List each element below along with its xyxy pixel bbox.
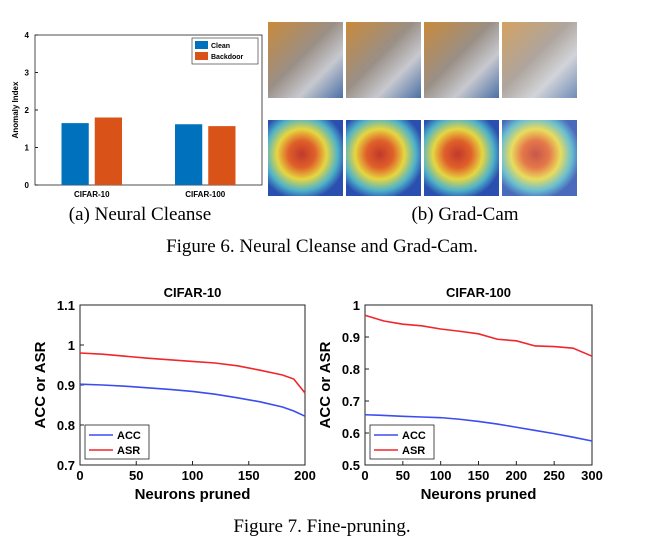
bar bbox=[61, 123, 89, 185]
grad-cam-image bbox=[268, 120, 343, 196]
subcaption: (a) Neural Cleanse bbox=[69, 204, 211, 225]
chart-title: CIFAR-10 bbox=[164, 285, 222, 300]
line-series bbox=[364, 413, 593, 442]
x-tick-label: 150 bbox=[238, 468, 260, 483]
grad-cam-images bbox=[268, 22, 577, 196]
x-tick-label: 250 bbox=[543, 468, 565, 483]
grad-cam-image bbox=[424, 120, 499, 196]
y-tick-label: 0.8 bbox=[342, 362, 360, 377]
line-series bbox=[79, 352, 306, 394]
x-tick-label: 200 bbox=[294, 468, 316, 483]
y-tick-label: 4 bbox=[25, 31, 30, 40]
y-tick-label: 0.6 bbox=[342, 426, 360, 441]
line-series bbox=[79, 383, 306, 417]
y-tick-label: 1 bbox=[25, 144, 30, 153]
x-axis-label: Neurons pruned bbox=[135, 486, 251, 503]
x-tick-label: 50 bbox=[396, 468, 410, 483]
bar bbox=[208, 126, 236, 185]
legend-label: Clean bbox=[211, 43, 230, 50]
y-axis-label: Anomaly Index bbox=[11, 81, 20, 138]
grad-cam-image bbox=[424, 22, 499, 98]
y-tick-label: 0.9 bbox=[342, 330, 360, 345]
subcaption: (b) Grad-Cam bbox=[411, 204, 518, 225]
y-tick-label: 0.8 bbox=[57, 418, 75, 433]
x-tick-label: 100 bbox=[182, 468, 204, 483]
x-tick-label: 150 bbox=[468, 468, 490, 483]
grad-cam-image bbox=[268, 22, 343, 98]
legend-label: ACC bbox=[402, 430, 426, 442]
figure-caption: Figure 6. Neural Cleanse and Grad-Cam. bbox=[166, 236, 478, 257]
grad-cam-image bbox=[346, 22, 421, 98]
legend bbox=[84, 424, 150, 460]
y-tick-label: 0.7 bbox=[342, 394, 360, 409]
y-axis-label: ACC or ASR bbox=[317, 341, 334, 428]
chart-title: CIFAR-100 bbox=[446, 285, 511, 300]
y-tick-label: 1.1 bbox=[57, 298, 75, 313]
bar bbox=[175, 124, 203, 185]
legend-label: ACC bbox=[117, 430, 141, 442]
grad-cam-image bbox=[502, 22, 577, 98]
y-axis-label: ACC or ASR bbox=[32, 341, 49, 428]
x-tick-label: 300 bbox=[581, 468, 603, 483]
x-tick-label: 200 bbox=[505, 468, 527, 483]
x-tick-label: 100 bbox=[430, 468, 452, 483]
legend-swatch bbox=[195, 41, 208, 49]
grad-cam-image bbox=[346, 120, 421, 196]
y-tick-label: 0.7 bbox=[57, 458, 75, 473]
line-series bbox=[364, 314, 593, 357]
legend-swatch bbox=[195, 52, 208, 60]
y-tick-label: 0.9 bbox=[57, 378, 75, 393]
legend-label: Backdoor bbox=[211, 54, 244, 61]
legend bbox=[369, 424, 435, 460]
legend-label: ASR bbox=[402, 445, 425, 457]
grad-cam-image bbox=[502, 120, 577, 196]
x-tick-label: 0 bbox=[361, 468, 368, 483]
x-tick-label: CIFAR-10 bbox=[74, 190, 110, 199]
figure-caption: Figure 7. Fine-pruning. bbox=[233, 516, 410, 537]
y-tick-label: 1 bbox=[353, 298, 360, 313]
y-tick-label: 0 bbox=[25, 181, 30, 190]
x-tick-label: CIFAR-100 bbox=[185, 190, 226, 199]
x-axis-label: Neurons pruned bbox=[421, 486, 537, 503]
y-tick-label: 2 bbox=[25, 106, 30, 115]
y-tick-label: 0.5 bbox=[342, 458, 360, 473]
x-tick-label: 50 bbox=[129, 468, 143, 483]
legend-label: ASR bbox=[117, 445, 140, 457]
x-tick-label: 0 bbox=[76, 468, 83, 483]
y-tick-label: 1 bbox=[68, 338, 75, 353]
bar bbox=[94, 117, 122, 185]
y-tick-label: 3 bbox=[25, 69, 30, 78]
